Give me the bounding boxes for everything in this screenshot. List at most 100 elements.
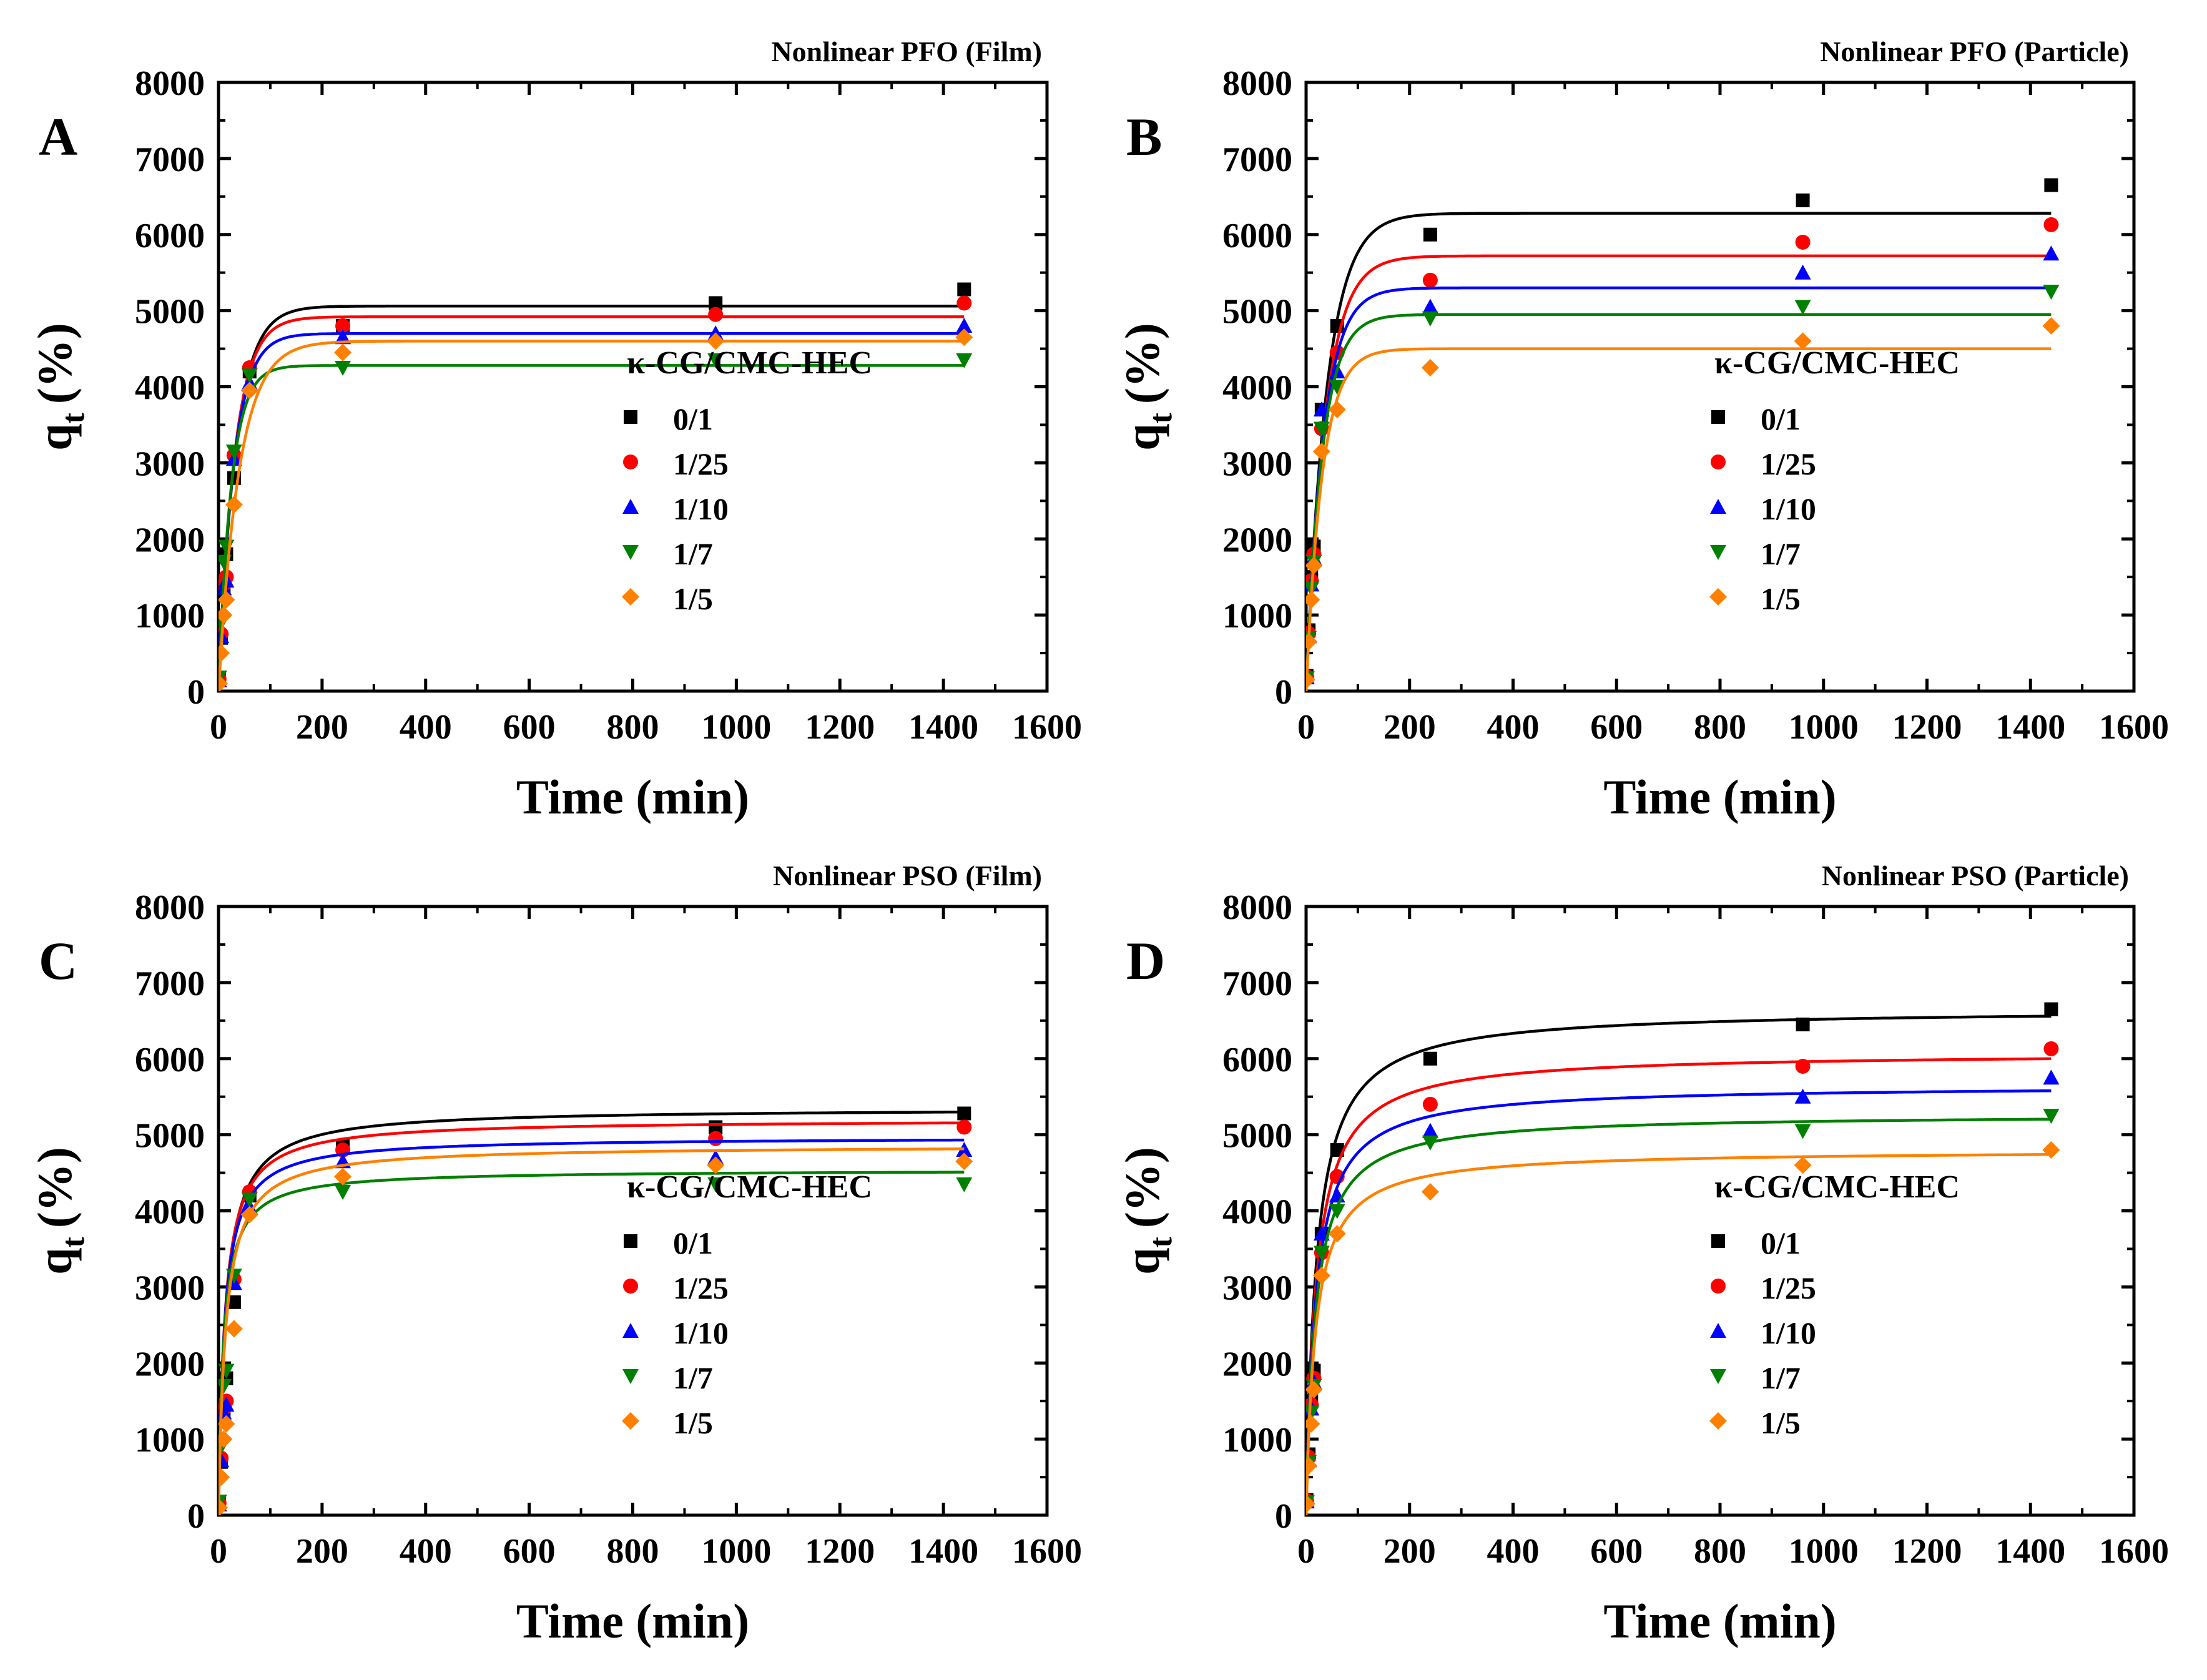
data-point — [2044, 1002, 2058, 1016]
x-tick-label: 1000 — [701, 708, 771, 747]
data-point — [2042, 1141, 2060, 1159]
x-tick-label: 1400 — [1995, 1532, 2065, 1571]
data-point — [2043, 1109, 2060, 1124]
legend: κ-CG/CMC-HEC 0/1 1/25 1/10 1/7 1/5 — [622, 1169, 872, 1440]
x-tick-label: 200 — [296, 708, 348, 747]
y-tick-label: 3000 — [135, 445, 205, 483]
data-point — [1306, 632, 1318, 651]
data-point — [1328, 1225, 1346, 1243]
data-point — [1329, 1204, 1345, 1219]
data-point — [1421, 1183, 1439, 1201]
y-axis-subscript: t — [56, 1236, 91, 1247]
y-axis-subscript: t — [56, 412, 91, 423]
data-point — [240, 381, 258, 400]
legend-marker — [622, 499, 639, 514]
legend-label: 1/25 — [1761, 446, 1816, 481]
legend-label: 1/7 — [1761, 536, 1801, 571]
data-point — [1796, 1017, 1810, 1031]
data-point — [1794, 1088, 1811, 1104]
fit-curve — [1306, 1014, 2052, 1515]
data-point — [241, 368, 258, 384]
y-tick-label: 3000 — [135, 1269, 205, 1307]
x-tick-label: 1600 — [1012, 1532, 1082, 1571]
fit-curve — [219, 340, 965, 691]
legend-label: 1/25 — [673, 1270, 729, 1305]
y-tick-label: 5000 — [135, 1117, 205, 1156]
legend-marker — [1711, 1279, 1726, 1294]
data-point — [2043, 285, 2060, 300]
legend-marker — [622, 545, 639, 560]
data-point — [1306, 1456, 1318, 1475]
data-point — [1312, 1267, 1330, 1285]
data-point — [219, 1468, 230, 1486]
data-point — [956, 1177, 973, 1192]
legend-title: κ-CG/CMC-HEC — [627, 1169, 872, 1205]
data-point — [2044, 178, 2058, 192]
data-point — [219, 1430, 233, 1448]
data-point — [2043, 245, 2060, 261]
data-point — [219, 606, 233, 624]
x-tick-label: 800 — [607, 1532, 659, 1571]
data-point — [956, 1119, 972, 1135]
series-1-5 — [219, 328, 973, 691]
y-tick-label: 3000 — [1222, 1269, 1292, 1307]
legend-marker — [1709, 1412, 1727, 1430]
legend: κ-CG/CMC-HEC 0/1 1/25 1/10 1/7 1/5 — [1709, 345, 1960, 616]
legend-label: 0/1 — [1761, 401, 1801, 436]
panel-title: Nonlinear PSO (Particle) — [1822, 860, 2129, 892]
data-point — [1313, 421, 1330, 437]
legend-marker — [1710, 499, 1726, 514]
y-tick-label: 5000 — [135, 293, 205, 332]
x-tick-label: 1200 — [1892, 1532, 1962, 1571]
panel-title: Nonlinear PSO (Film) — [773, 860, 1042, 892]
y-tick-label: 7000 — [135, 965, 205, 1003]
y-axis-title: qt (%) — [27, 1147, 91, 1275]
y-axis-subscript: t — [1143, 1236, 1179, 1247]
data-point — [225, 496, 243, 514]
legend-marker — [623, 1279, 638, 1294]
x-tick-label: 200 — [1384, 1532, 1436, 1571]
legend-marker — [624, 410, 637, 424]
y-tick-label: 1000 — [135, 1421, 205, 1460]
data-point — [707, 1156, 725, 1174]
legend-marker — [1711, 410, 1725, 424]
y-axis-unit: (%) — [27, 1147, 82, 1228]
legend-title: κ-CG/CMC-HEC — [627, 345, 872, 381]
x-axis-title: Time (min) — [516, 1594, 749, 1648]
legend-label: 1/25 — [1761, 1270, 1816, 1305]
x-tick-label: 1200 — [805, 708, 875, 747]
data-point — [1422, 1135, 1438, 1151]
fit-curve — [219, 1171, 965, 1515]
series-1-5 — [219, 1147, 973, 1515]
data-point — [955, 1152, 973, 1171]
data-point — [227, 1295, 241, 1309]
data-point — [1422, 272, 1438, 288]
y-axis-subscript: t — [1143, 412, 1179, 423]
x-tick-label: 1000 — [701, 1532, 771, 1571]
data-point — [1422, 1122, 1438, 1138]
y-tick-label: 6000 — [1222, 1041, 1292, 1079]
x-tick-label: 800 — [1694, 1532, 1746, 1571]
data-point — [707, 332, 725, 350]
legend-marker — [624, 1234, 637, 1248]
series-1-5 — [1306, 1141, 2060, 1515]
x-tick-label: 400 — [400, 708, 452, 747]
legend-label: 0/1 — [673, 1226, 713, 1260]
y-tick-label: 7000 — [1222, 140, 1292, 179]
data-point — [1794, 332, 1812, 350]
panel-letter: D — [1126, 931, 1165, 991]
fit-curve — [219, 364, 965, 691]
x-tick-label: 600 — [1590, 1532, 1643, 1571]
y-tick-label: 4000 — [1222, 369, 1292, 408]
legend-title: κ-CG/CMC-HEC — [1714, 345, 1960, 381]
y-tick-label: 0 — [187, 673, 205, 712]
data-point — [1312, 443, 1330, 461]
data-point — [1306, 591, 1320, 609]
y-tick-label: 2000 — [135, 521, 205, 559]
x-tick-label: 0 — [1297, 708, 1315, 747]
data-point — [1306, 1380, 1323, 1398]
legend: κ-CG/CMC-HEC 0/1 1/25 1/10 1/7 1/5 — [1709, 1169, 1960, 1440]
x-tick-label: 800 — [607, 708, 659, 747]
fit-curve — [219, 1110, 965, 1515]
legend-label: 1/10 — [673, 1315, 729, 1350]
